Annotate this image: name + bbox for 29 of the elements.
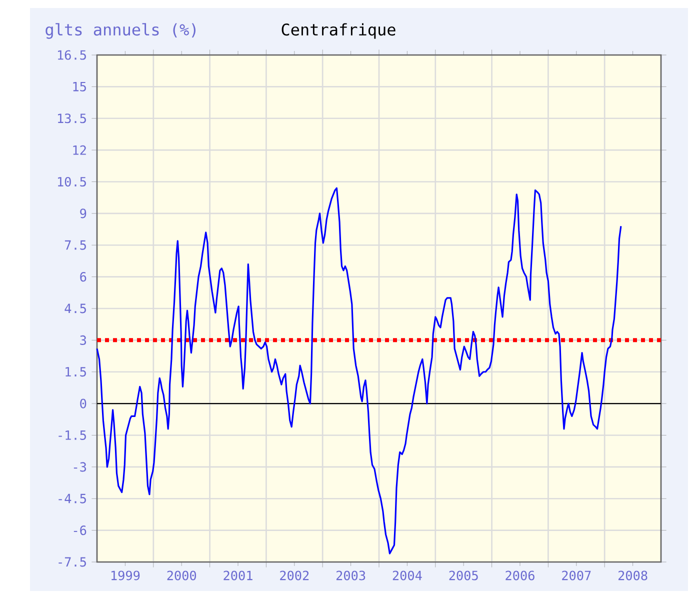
- y-axis-title: glts annuels (%): [46, 23, 196, 39]
- x-tick-label: 2004: [392, 570, 422, 580]
- x-tick-label: 2005: [449, 570, 478, 580]
- y-tick-label: 15: [73, 82, 86, 92]
- y-tick-label: 12: [73, 145, 86, 155]
- y-tick-label: 0: [80, 398, 86, 408]
- x-tick-label: 2003: [336, 570, 366, 580]
- x-tick-label: 2001: [224, 570, 252, 580]
- y-tick-label: 10.5: [58, 176, 86, 187]
- y-tick-label: 4.5: [64, 304, 86, 314]
- y-tick-label: 6: [80, 272, 86, 282]
- x-tick-label: 2000: [167, 570, 196, 580]
- y-tick-label: 3: [80, 335, 86, 345]
- y-tick-label: -4.5: [58, 494, 86, 504]
- y-tick-label: 9: [80, 208, 86, 218]
- x-tick-label: 2006: [506, 570, 534, 580]
- x-tick-label: 2007: [562, 570, 591, 580]
- y-tick-label: 16.5: [58, 50, 86, 60]
- y-tick-label: 7.5: [64, 240, 86, 250]
- y-tick-label: -7.5: [58, 557, 86, 567]
- x-tick-label: 1999: [111, 570, 140, 580]
- x-tick-label: 2002: [280, 570, 309, 580]
- y-tick-label: -6: [74, 526, 86, 536]
- y-tick-label: 13.5: [58, 114, 86, 124]
- chart-title: Centrafrique: [282, 23, 396, 39]
- y-tick-label: -3: [74, 462, 86, 472]
- y-tick-label: -1.5: [58, 430, 86, 440]
- x-tick-label: 2008: [618, 570, 648, 580]
- y-tick-label: 1.5: [66, 367, 86, 377]
